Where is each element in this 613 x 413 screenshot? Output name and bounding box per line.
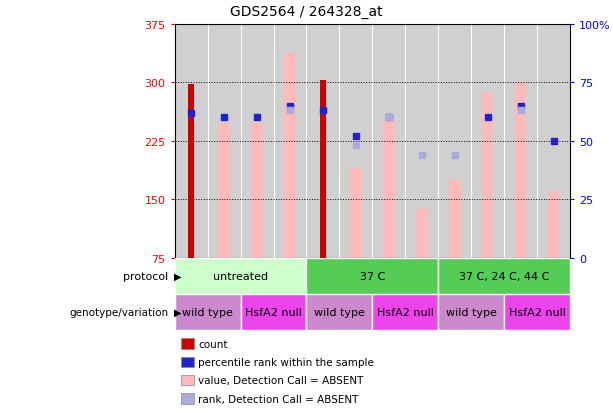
Bar bbox=[188, 85, 194, 258]
Bar bbox=[471, 25, 504, 258]
Bar bbox=[320, 81, 326, 258]
Text: genotype/variation: genotype/variation bbox=[69, 307, 169, 317]
Text: HsfA2 null: HsfA2 null bbox=[377, 307, 434, 317]
Text: GDS2564 / 264328_at: GDS2564 / 264328_at bbox=[230, 5, 383, 19]
Bar bbox=[405, 25, 438, 258]
Text: protocol: protocol bbox=[123, 271, 169, 281]
Bar bbox=[515, 83, 527, 258]
Bar bbox=[504, 294, 570, 330]
Bar bbox=[284, 54, 296, 258]
Text: rank, Detection Call = ABSENT: rank, Detection Call = ABSENT bbox=[198, 394, 359, 404]
Bar bbox=[306, 294, 372, 330]
Bar bbox=[438, 25, 471, 258]
Bar bbox=[548, 192, 560, 258]
Bar bbox=[350, 169, 362, 258]
Text: HsfA2 null: HsfA2 null bbox=[245, 307, 302, 317]
Bar bbox=[449, 180, 460, 258]
Text: wild type: wild type bbox=[446, 307, 497, 317]
Text: 37 C: 37 C bbox=[360, 271, 385, 281]
Bar bbox=[175, 25, 208, 258]
Text: value, Detection Call = ABSENT: value, Detection Call = ABSENT bbox=[198, 375, 364, 385]
Text: HsfA2 null: HsfA2 null bbox=[509, 307, 566, 317]
Bar bbox=[482, 93, 493, 258]
Bar bbox=[175, 294, 240, 330]
Bar bbox=[306, 25, 340, 258]
Text: ▶: ▶ bbox=[173, 307, 181, 317]
Text: untreated: untreated bbox=[213, 271, 268, 281]
Bar bbox=[383, 122, 395, 258]
Text: wild type: wild type bbox=[182, 307, 233, 317]
Bar bbox=[208, 25, 240, 258]
Text: 37 C, 24 C, 44 C: 37 C, 24 C, 44 C bbox=[459, 271, 549, 281]
Bar bbox=[438, 294, 504, 330]
Bar bbox=[306, 258, 438, 294]
Text: count: count bbox=[198, 339, 227, 349]
Bar bbox=[504, 25, 537, 258]
Bar bbox=[438, 258, 570, 294]
Bar bbox=[240, 25, 273, 258]
Bar bbox=[240, 294, 306, 330]
Bar bbox=[537, 25, 570, 258]
Bar bbox=[416, 209, 428, 258]
Bar bbox=[175, 258, 306, 294]
Bar bbox=[340, 25, 372, 258]
Bar bbox=[218, 123, 230, 258]
Bar bbox=[372, 294, 438, 330]
Text: ▶: ▶ bbox=[173, 271, 181, 281]
Bar bbox=[372, 25, 405, 258]
Bar bbox=[251, 123, 263, 258]
Text: wild type: wild type bbox=[314, 307, 365, 317]
Text: percentile rank within the sample: percentile rank within the sample bbox=[198, 357, 374, 367]
Bar bbox=[273, 25, 306, 258]
